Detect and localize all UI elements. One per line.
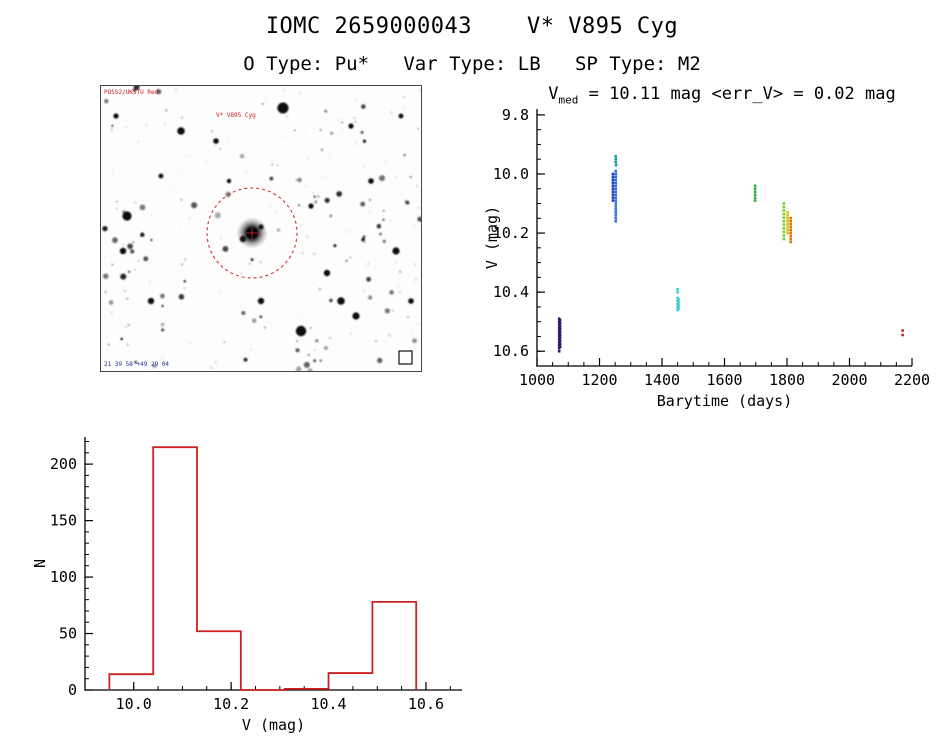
page-subtitle: O Type: Pu* Var Type: LB SP Type: M2 (243, 53, 701, 75)
svg-text:10.2: 10.2 (213, 695, 249, 713)
svg-text:1200: 1200 (581, 371, 617, 389)
histogram-panel: 10.0 10.2 10.4 10.6 0 50 100 150 200 V (mag) N (30, 425, 500, 747)
finder-chart-image (101, 86, 421, 371)
svg-text:10.4: 10.4 (310, 695, 346, 713)
lightcurve-title: Vmed = 10.11 mag <err_V> = 0.02 mag (520, 84, 924, 106)
lightcurve-plot: 1000 1200 1400 1600 1800 2000 2200 9.8 10.0 10.2 1… (483, 106, 930, 410)
lightcurve-title-values: = 10.11 mag <err_V> = 0.02 mag (578, 84, 896, 104)
svg-text:Barytime (days): Barytime (days) (657, 392, 792, 410)
svg-text:10.0: 10.0 (116, 695, 152, 713)
svg-text:10.6: 10.6 (408, 695, 444, 713)
svg-text:150: 150 (50, 512, 77, 530)
svg-text:1000: 1000 (519, 371, 555, 389)
svg-text:50: 50 (59, 625, 77, 643)
page-title: IOMC 2659000043 V* V895 Cyg (265, 14, 679, 39)
finder-survey-label: POSS2/UKSTU Red (104, 89, 159, 96)
svg-text:1400: 1400 (644, 371, 680, 389)
svg-text:2000: 2000 (831, 371, 867, 389)
svg-text:200: 200 (50, 455, 77, 473)
svg-text:0: 0 (68, 681, 77, 699)
lightcurve-title-subscript: med (558, 93, 579, 107)
svg-text:10.6: 10.6 (493, 342, 529, 360)
svg-text:10.0: 10.0 (493, 165, 529, 183)
histogram-plot: 10.0 10.2 10.4 10.6 0 50 100 150 200 V (mag) N (31, 437, 462, 734)
finder-chart (100, 85, 422, 372)
lightcurve-panel: Vmed = 10.11 mag <err_V> = 0.02 mag 1000… (480, 82, 944, 417)
lightcurve-title-var: V (548, 84, 559, 104)
finder-coords-label: 21 39 58 +49 29 04 (104, 361, 170, 368)
svg-text:2200: 2200 (894, 371, 930, 389)
finder-star-label: V* V895 Cyg (216, 112, 256, 119)
svg-text:N: N (31, 559, 49, 568)
svg-text:1600: 1600 (706, 371, 742, 389)
svg-text:V (mag): V (mag) (242, 716, 305, 734)
svg-text:100: 100 (50, 568, 77, 586)
svg-text:1800: 1800 (769, 371, 805, 389)
svg-text:10.4: 10.4 (493, 283, 529, 301)
svg-text:10.2: 10.2 (493, 224, 529, 242)
svg-text:V (mag): V (mag) (483, 206, 501, 269)
svg-text:9.8: 9.8 (502, 106, 529, 124)
